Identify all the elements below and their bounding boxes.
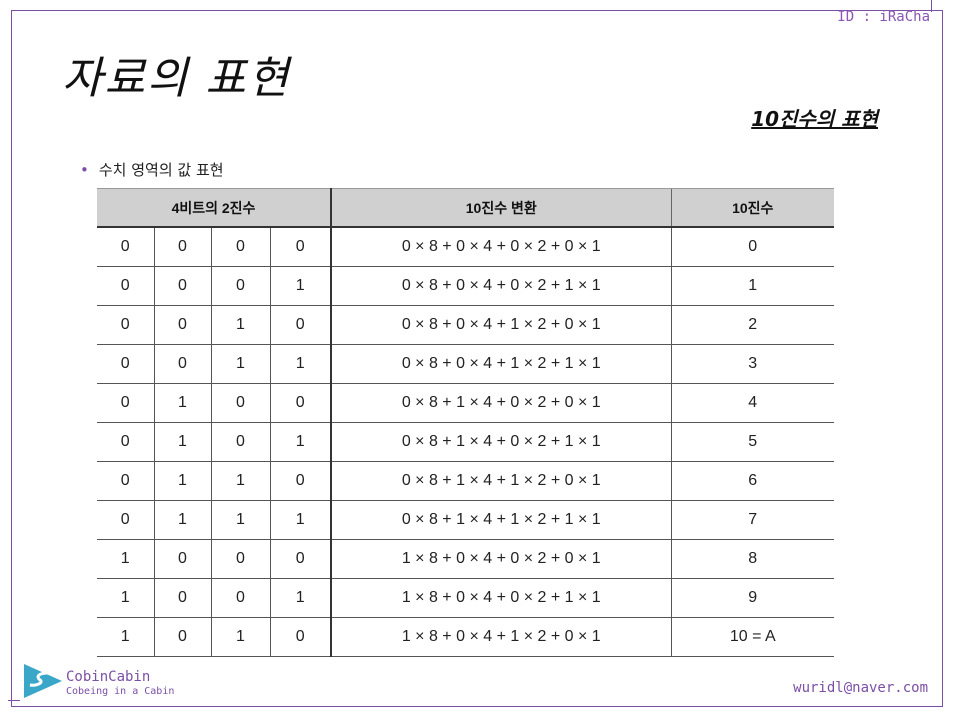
- bit-cell: 0: [153, 578, 211, 618]
- bit-cell: 0: [269, 461, 331, 501]
- brand-tagline: Cobeing in a Cabin: [66, 686, 175, 697]
- bit-cell: 0: [269, 539, 331, 579]
- conversion-cell: 0 × 8 + 1 × 4 + 0 × 2 + 0 × 1: [330, 383, 671, 423]
- bit-cell: 1: [97, 539, 154, 579]
- decimal-cell: 5: [670, 422, 834, 462]
- section-subtitle: 10진수의 표현: [751, 107, 878, 131]
- bullet-text: 수치 영역의 값 표현: [98, 161, 224, 179]
- bit-cell: 0: [153, 539, 211, 579]
- conversion-cell: 1 × 8 + 0 × 4 + 0 × 2 + 0 × 1: [330, 539, 671, 579]
- decimal-cell: 2: [670, 305, 834, 345]
- bit-cell: 1: [210, 617, 270, 657]
- decimal-cell: 9: [670, 578, 834, 618]
- conversion-cell: 0 × 8 + 0 × 4 + 1 × 2 + 1 × 1: [330, 344, 671, 384]
- conversion-cell: 1 × 8 + 0 × 4 + 0 × 2 + 1 × 1: [330, 578, 671, 618]
- bit-cell: 1: [97, 578, 154, 618]
- bit-cell: 0: [153, 227, 211, 267]
- bit-cell: 0: [97, 305, 154, 345]
- bullet-icon: •: [80, 161, 89, 179]
- bit-cell: 0: [210, 227, 270, 267]
- bit-cell: 1: [210, 344, 270, 384]
- conversion-cell: 1 × 8 + 0 × 4 + 1 × 2 + 0 × 1: [330, 617, 671, 657]
- bit-cell: 0: [153, 617, 211, 657]
- decimal-cell: 7: [670, 500, 834, 540]
- header-decimal: 10진수: [670, 188, 834, 228]
- author-email: wuridl@naver.com: [793, 680, 928, 696]
- bit-cell: 1: [153, 383, 211, 423]
- bit-cell: 0: [269, 227, 331, 267]
- conversion-cell: 0 × 8 + 1 × 4 + 0 × 2 + 1 × 1: [330, 422, 671, 462]
- conversion-cell: 0 × 8 + 1 × 4 + 1 × 2 + 0 × 1: [330, 461, 671, 501]
- bit-cell: 1: [153, 422, 211, 462]
- bit-cell: 0: [153, 305, 211, 345]
- bit-cell: 0: [210, 539, 270, 579]
- bit-cell: 0: [210, 422, 270, 462]
- decimal-cell: 1: [670, 266, 834, 306]
- header-conversion: 10진수 변환: [330, 188, 671, 228]
- bullet-item: • 수치 영역의 값 표현: [80, 159, 224, 180]
- bit-cell: 1: [269, 266, 331, 306]
- bit-cell: 1: [269, 578, 331, 618]
- bit-cell: 1: [269, 500, 331, 540]
- bit-cell: 0: [97, 500, 154, 540]
- table-header-row: 4비트의 2진수 10진수 변환 10진수: [97, 188, 834, 228]
- bit-cell: 0: [210, 383, 270, 423]
- bit-cell: 0: [210, 266, 270, 306]
- bit-cell: 0: [97, 266, 154, 306]
- cobincabin-logo-icon: [24, 664, 62, 698]
- bit-cell: 0: [97, 383, 154, 423]
- bit-cell: 0: [269, 617, 331, 657]
- bit-cell: 0: [97, 344, 154, 384]
- bit-cell: 1: [210, 305, 270, 345]
- bit-cell: 1: [153, 500, 211, 540]
- brand-name: CobinCabin: [66, 669, 151, 685]
- bit-cell: 0: [97, 227, 154, 267]
- decimal-cell: 3: [670, 344, 834, 384]
- bit-cell: 1: [153, 461, 211, 501]
- header-binary: 4비트의 2진수: [97, 188, 331, 228]
- frame-corner-mark: [8, 700, 20, 701]
- bit-cell: 1: [210, 461, 270, 501]
- bit-cell: 0: [153, 266, 211, 306]
- conversion-cell: 0 × 8 + 0 × 4 + 0 × 2 + 0 × 1: [330, 227, 671, 267]
- bit-cell: 1: [97, 617, 154, 657]
- conversion-cell: 0 × 8 + 0 × 4 + 1 × 2 + 0 × 1: [330, 305, 671, 345]
- bit-cell: 1: [269, 344, 331, 384]
- bit-cell: 0: [210, 578, 270, 618]
- bit-cell: 0: [269, 383, 331, 423]
- decimal-cell: 8: [670, 539, 834, 579]
- bit-cell: 1: [269, 422, 331, 462]
- bit-cell: 0: [153, 344, 211, 384]
- page-title: 자료의 표현: [62, 53, 291, 104]
- decimal-cell: 0: [670, 227, 834, 267]
- frame-corner-mark: [931, 0, 932, 12]
- bit-cell: 1: [210, 500, 270, 540]
- conversion-cell: 0 × 8 + 1 × 4 + 1 × 2 + 1 × 1: [330, 500, 671, 540]
- bit-cell: 0: [269, 305, 331, 345]
- decimal-cell: 10 = A: [670, 617, 834, 657]
- decimal-cell: 4: [670, 383, 834, 423]
- slide-frame: [11, 10, 943, 707]
- bit-cell: 0: [97, 461, 154, 501]
- conversion-cell: 0 × 8 + 0 × 4 + 0 × 2 + 1 × 1: [330, 266, 671, 306]
- author-id: ID : iRaCha: [837, 9, 930, 25]
- bit-cell: 0: [97, 422, 154, 462]
- decimal-cell: 6: [670, 461, 834, 501]
